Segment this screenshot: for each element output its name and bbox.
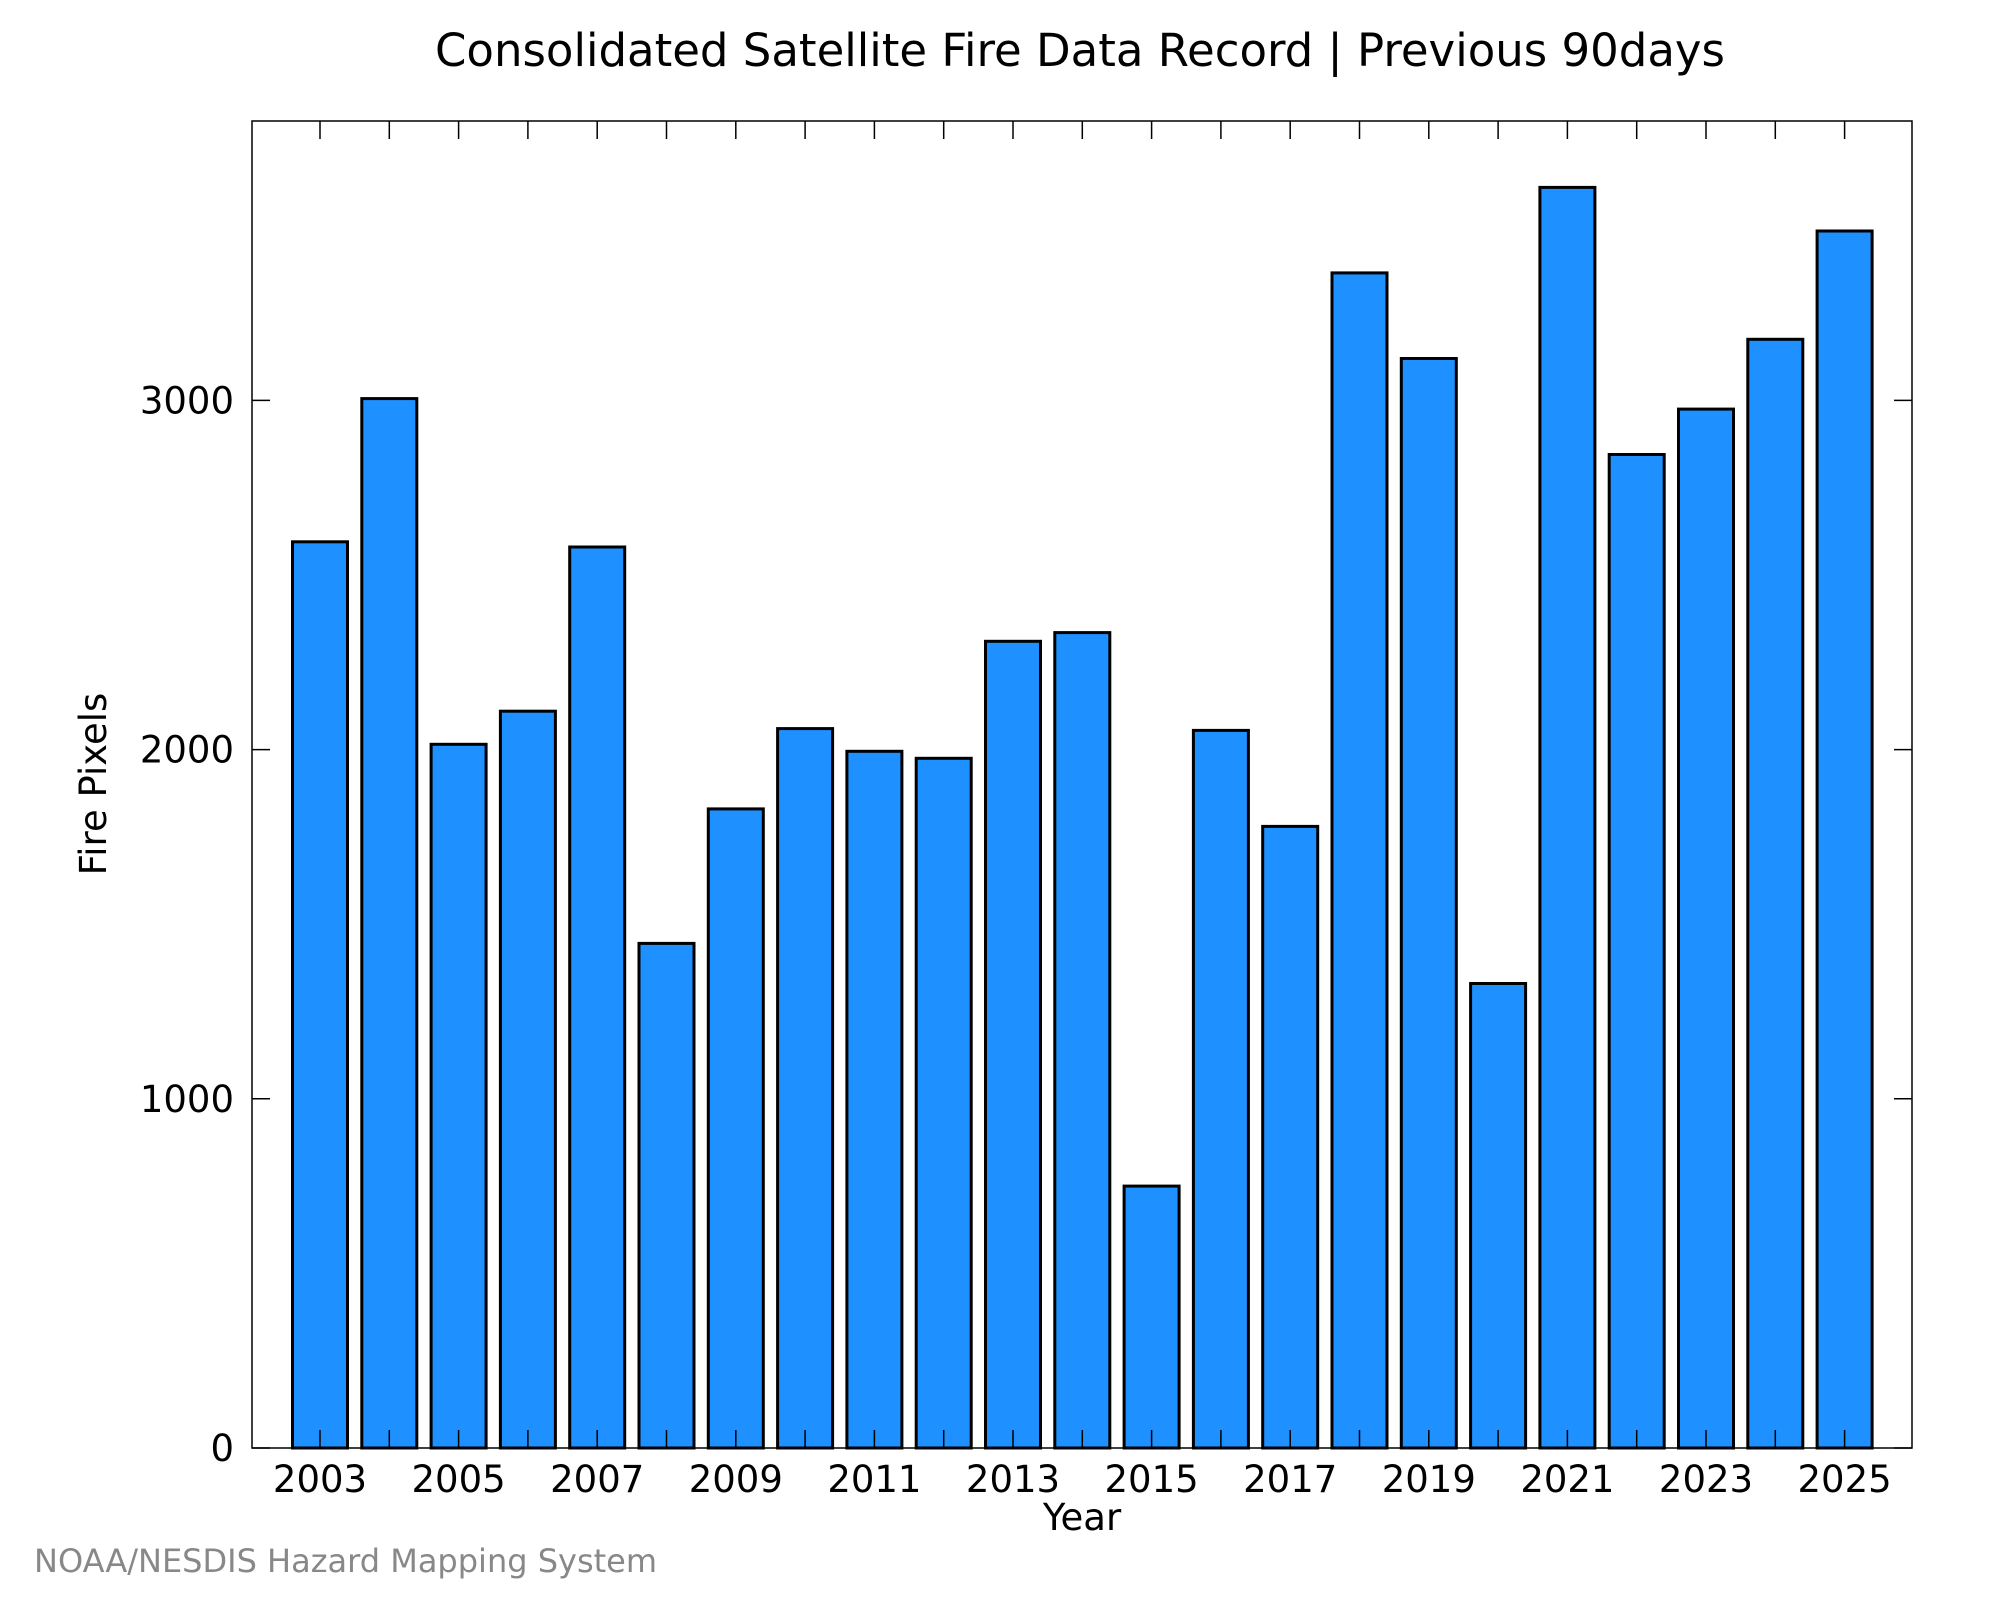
bar-2014 <box>1053 631 1112 1450</box>
bar-2010 <box>776 727 835 1450</box>
x-axis: 2003 2005 2007 2009 2011 2013 2015 2017 2019 2021… <box>273 121 1892 1501</box>
bars-group <box>291 185 1874 1450</box>
bar-2008 <box>637 941 696 1450</box>
x-tick-label: 2021 <box>1520 1458 1614 1501</box>
x-tick-label: 2007 <box>550 1458 644 1501</box>
x-axis-label: Year <box>1042 1496 1122 1539</box>
bar-2018 <box>1330 271 1389 1450</box>
bar-2006 <box>498 709 557 1450</box>
x-tick-label: 2023 <box>1659 1458 1753 1501</box>
x-tick-label: 2013 <box>966 1458 1060 1501</box>
y-tick-label: 3000 <box>140 379 234 422</box>
bar-2015 <box>1122 1184 1181 1450</box>
bar-2017 <box>1261 824 1320 1450</box>
bar-2005 <box>429 742 488 1450</box>
x-tick-label: 2009 <box>689 1458 783 1501</box>
credit-text: NOAA/NESDIS Hazard Mapping System <box>34 1542 657 1580</box>
x-tick-label: 2003 <box>273 1458 367 1501</box>
bar-2023 <box>1677 407 1735 1450</box>
y-axis-label: Fire Pixels <box>72 693 115 876</box>
y-axis: 0 1000 2000 3000 <box>140 379 1912 1470</box>
bar-2013 <box>984 639 1042 1450</box>
bar-2012 <box>914 756 973 1450</box>
bar-2021 <box>1538 185 1597 1450</box>
y-tick-label: 0 <box>210 1427 234 1470</box>
bar-2025 <box>1815 229 1874 1450</box>
bar-2009 <box>706 807 765 1450</box>
x-tick-label: 2011 <box>827 1458 921 1501</box>
bar-2016 <box>1191 728 1250 1450</box>
chart-title: Consolidated Satellite Fire Data Record … <box>435 24 1725 77</box>
bar-2024 <box>1746 337 1805 1450</box>
bar-2022 <box>1607 453 1666 1450</box>
bar-2020 <box>1469 982 1528 1450</box>
x-tick-label: 2015 <box>1105 1458 1199 1501</box>
x-tick-label: 2019 <box>1382 1458 1476 1501</box>
bar-2004 <box>360 397 419 1450</box>
y-tick-label: 1000 <box>140 1078 234 1121</box>
bar-2007 <box>568 545 627 1450</box>
bar-2011 <box>845 749 904 1450</box>
y-tick-label: 2000 <box>140 729 234 772</box>
x-tick-label: 2005 <box>412 1458 506 1501</box>
bar-2003 <box>291 540 349 1450</box>
bar-2019 <box>1399 357 1458 1450</box>
x-tick-label: 2025 <box>1798 1458 1892 1501</box>
x-tick-label: 2017 <box>1243 1458 1337 1501</box>
